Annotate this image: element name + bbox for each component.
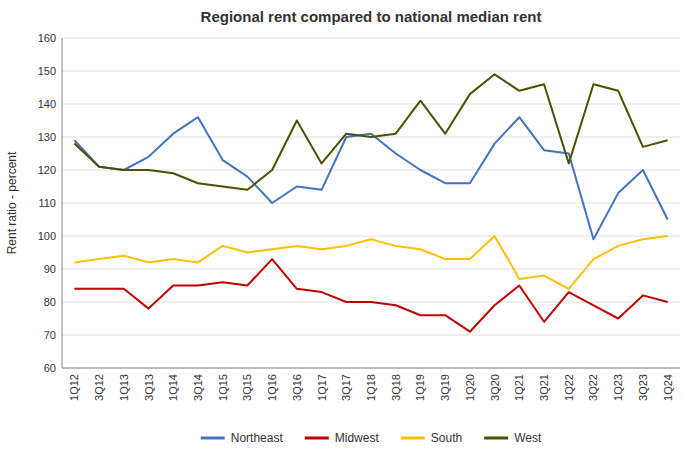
- series-line: [74, 117, 667, 239]
- x-tick-label: 3Q15: [241, 374, 253, 401]
- legend-swatch: [484, 437, 508, 440]
- x-tick-label: 3Q12: [93, 374, 105, 401]
- grid-line: [62, 335, 680, 336]
- legend-item: South: [401, 431, 462, 445]
- legend-swatch: [305, 437, 329, 440]
- grid-line: [62, 368, 680, 369]
- title: Regional rent compared to national media…: [201, 8, 542, 25]
- legend-label: South: [431, 431, 462, 445]
- x-tick-label: 3Q22: [587, 374, 599, 401]
- y-tick-label: 140: [38, 98, 56, 110]
- x-tick-label: 3Q19: [439, 374, 451, 401]
- y-tick-label: 70: [44, 329, 56, 341]
- y-grid: [62, 38, 680, 368]
- y-tick-label: 150: [38, 65, 56, 77]
- x-tick-label: 1Q17: [316, 374, 328, 401]
- x-tick-label: 1Q12: [68, 374, 80, 401]
- legend-swatch: [201, 437, 225, 440]
- y-tick-label: 160: [38, 32, 56, 44]
- grid-line: [62, 269, 680, 270]
- y-axis-label: Rent ratio - percent: [5, 151, 19, 254]
- x-axis-line: [62, 368, 680, 369]
- x-tick-label: 1Q22: [563, 374, 575, 401]
- lines: [74, 74, 667, 331]
- x-tick-label: 1Q21: [513, 374, 525, 401]
- x-tick-label: 3Q17: [340, 374, 352, 401]
- series-line: [74, 259, 667, 332]
- x-tick-label: 1Q18: [365, 374, 377, 401]
- y-tick-label: 60: [44, 362, 56, 374]
- x-tick-label: 3Q13: [143, 374, 155, 401]
- legend-item: Northeast: [201, 431, 284, 445]
- legend-label: Northeast: [231, 431, 284, 445]
- grid-line: [62, 236, 680, 237]
- grid-line: [62, 203, 680, 204]
- y-tick-label: 90: [44, 263, 56, 275]
- series-line: [74, 236, 667, 289]
- legend: Northeast Midwest South West: [201, 431, 542, 445]
- x-tick-label: 1Q13: [118, 374, 130, 401]
- legend-item: West: [484, 431, 542, 445]
- x-tick-label: 3Q18: [390, 374, 402, 401]
- x-tick-label: 1Q24: [662, 374, 674, 401]
- y-tick-label: 80: [44, 296, 56, 308]
- legend-swatch: [401, 437, 425, 440]
- y-tick-label: 130: [38, 131, 56, 143]
- legend-item: Midwest: [305, 431, 380, 445]
- x-tick-label: 3Q21: [538, 374, 550, 401]
- y-tick-label: 120: [38, 164, 56, 176]
- y-tick-label: 100: [38, 230, 56, 242]
- x-tick-label: 1Q16: [266, 374, 278, 401]
- x-tick-label: 1Q14: [167, 374, 179, 401]
- x-tick-label: 3Q16: [291, 374, 303, 401]
- chart: Regional rent compared to national media…: [0, 0, 696, 450]
- x-tick-label: 1Q15: [217, 374, 229, 401]
- y-tick-label: 110: [38, 197, 56, 209]
- x-tick-label: 1Q23: [612, 374, 624, 401]
- y-axis-line: [62, 38, 63, 368]
- x-tick-label: 3Q20: [489, 374, 501, 401]
- legend-label: Midwest: [335, 431, 380, 445]
- legend-label: West: [514, 431, 542, 445]
- series-line: [74, 74, 667, 190]
- grid-line: [62, 71, 680, 72]
- grid-line: [62, 38, 680, 39]
- x-tick-label: 1Q19: [414, 374, 426, 401]
- x-tick-label: 3Q14: [192, 374, 204, 401]
- x-tick-label: 3Q23: [637, 374, 649, 401]
- x-tick-label: 1Q20: [464, 374, 476, 401]
